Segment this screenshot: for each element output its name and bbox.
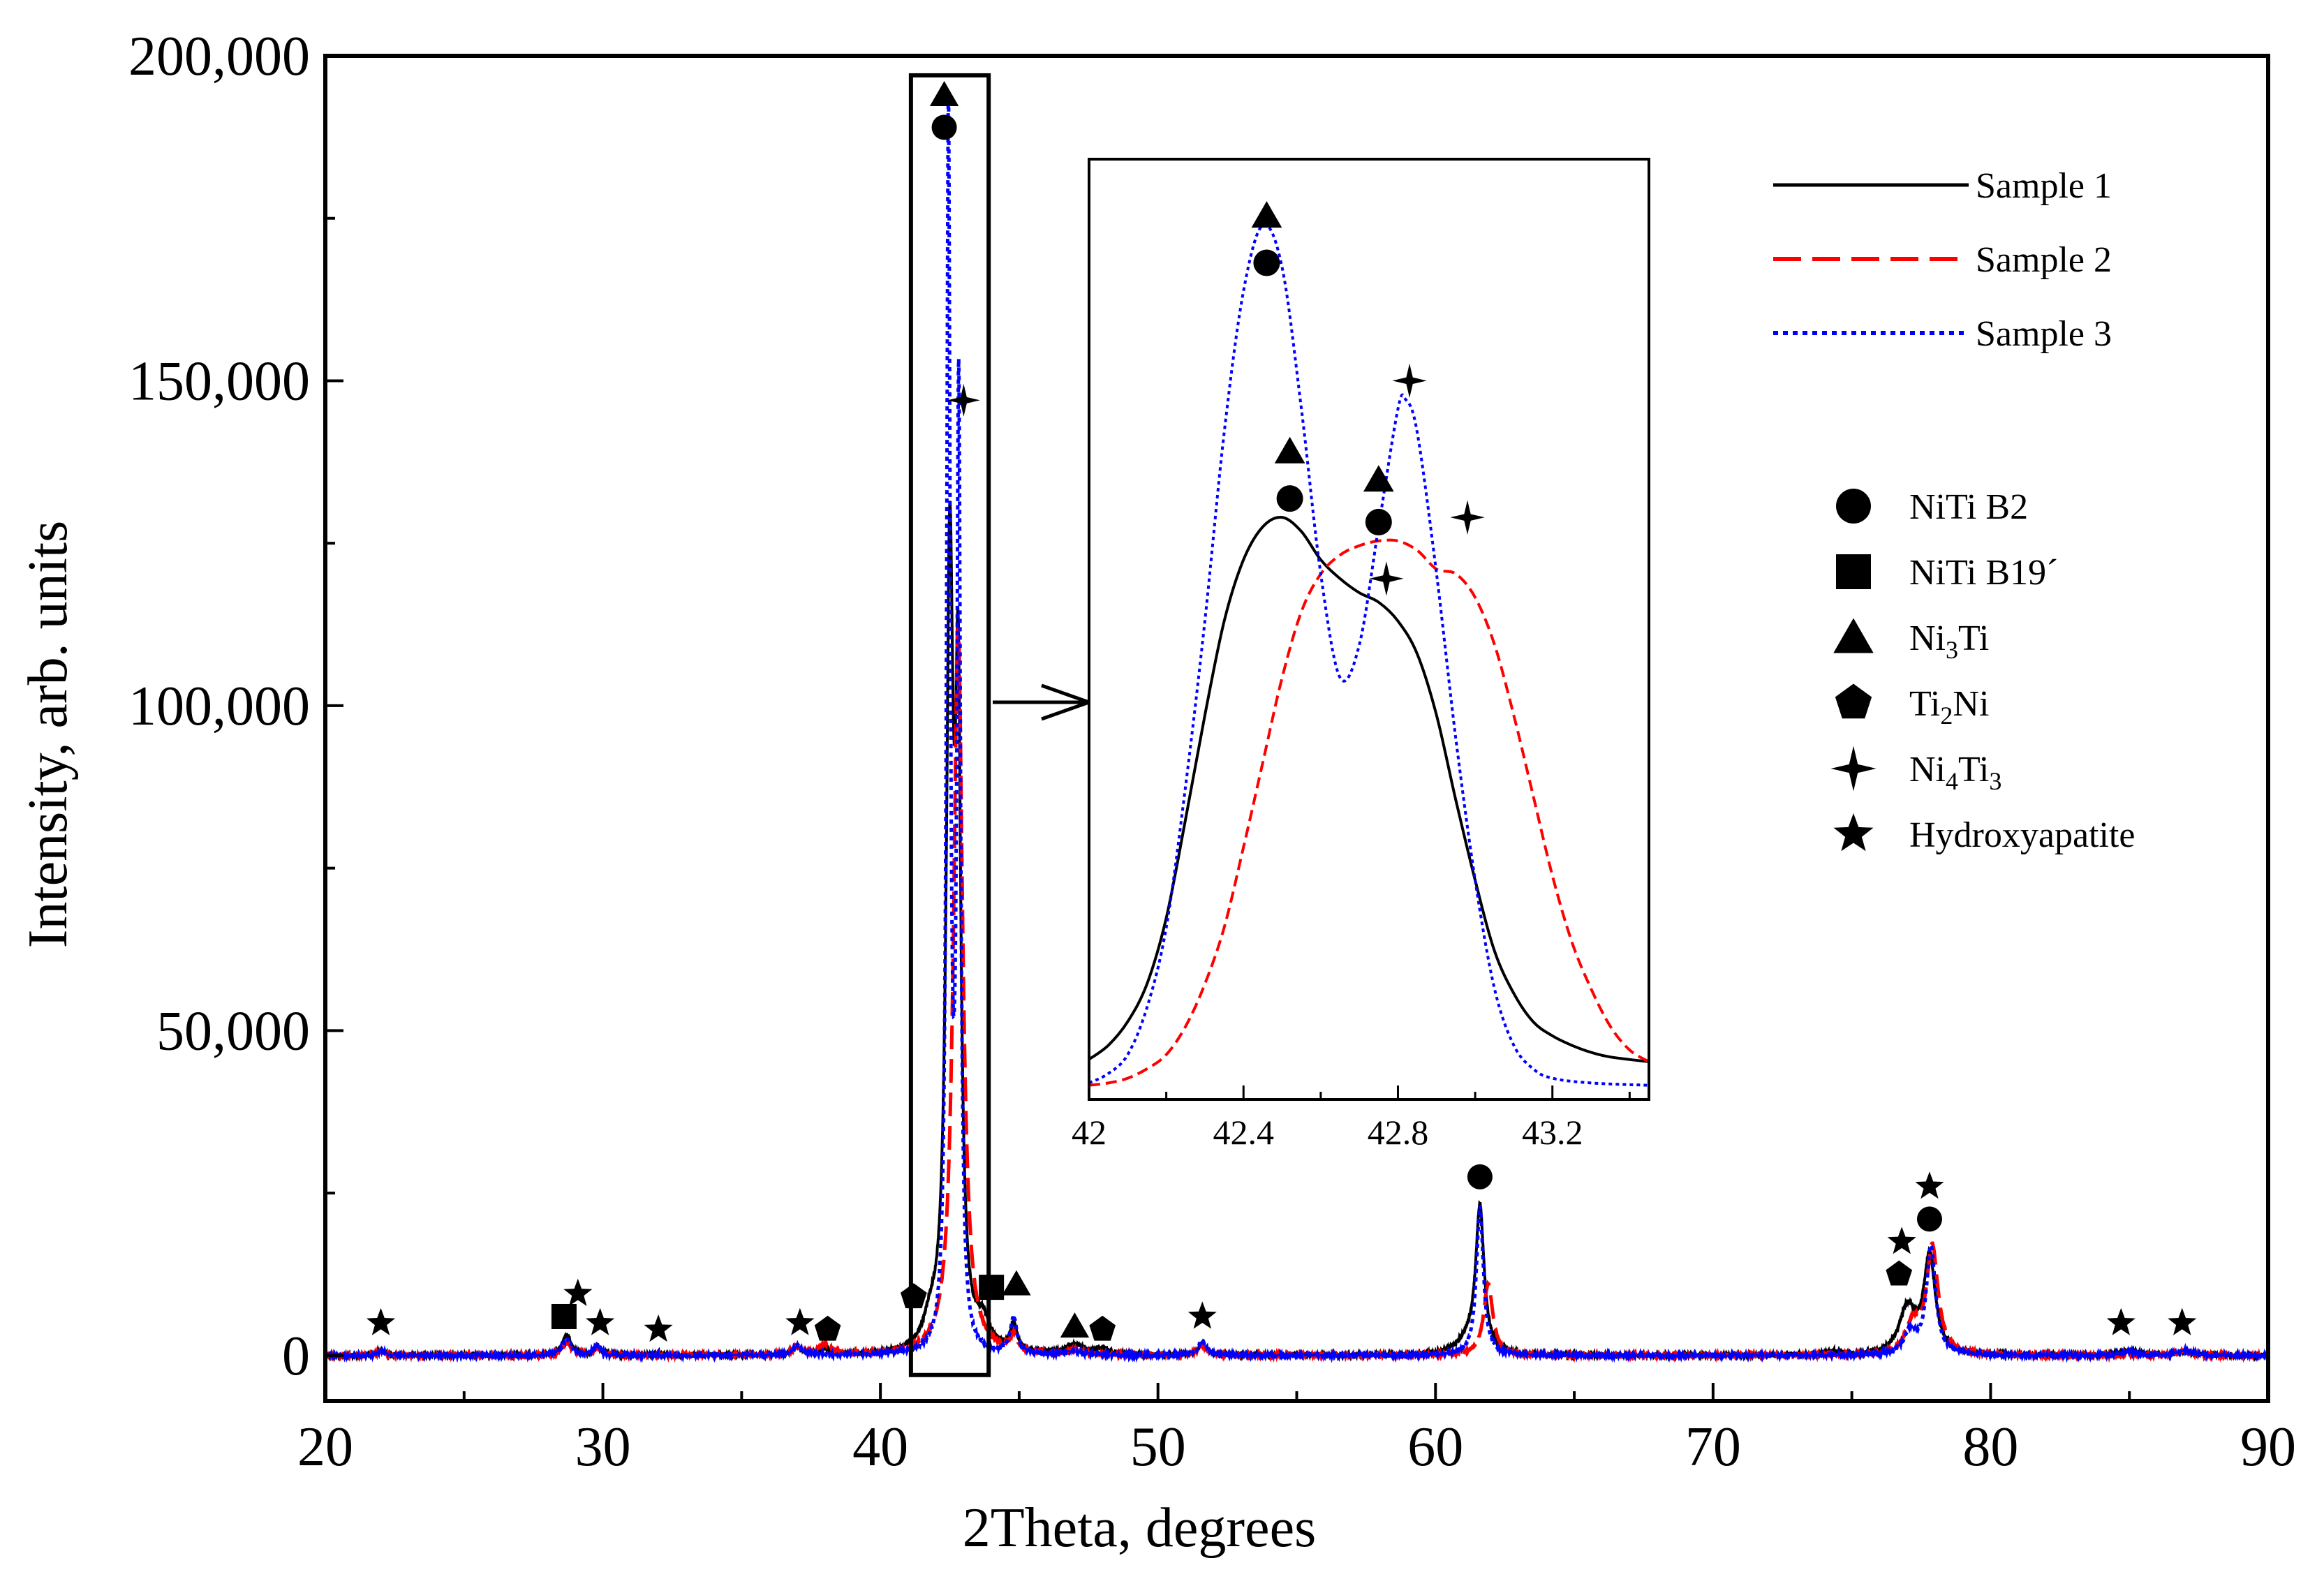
ni4ti3-marker — [1450, 500, 1485, 535]
inset-series-line-sample-1 — [1089, 515, 1649, 1063]
inset-frame — [1088, 158, 1650, 1101]
legend-label-sample-3: Sample 3 — [1976, 314, 2112, 354]
formula-part: Ti — [1958, 618, 1989, 658]
inset-x-axis: 42 42.4 42.8 43.2 — [1072, 1085, 1631, 1152]
phase-legend-label: NiTi B19´ — [1909, 553, 2058, 593]
hydroxyapatite-marker — [366, 1307, 396, 1335]
phase-legend-label: Ti2Ni — [1909, 684, 1989, 729]
series-legend: Sample 1 Sample 2 Sample 3 — [1773, 166, 2112, 354]
ni4ti3-marker — [1369, 561, 1404, 596]
x-tick-label: 80 — [1962, 1416, 2018, 1478]
niti-b19-marker — [979, 1275, 1005, 1300]
inset-background — [1089, 159, 1649, 1099]
x-tick-label: 90 — [2240, 1416, 2296, 1478]
x-axis-title: 2Theta, degrees — [963, 1497, 1316, 1559]
zoom-box — [908, 73, 991, 1377]
niti-b19-marker — [1836, 554, 1871, 589]
niti-b2-marker — [1253, 249, 1280, 276]
ni3ti-marker — [1060, 1312, 1090, 1338]
y-tick-label: 150,000 — [128, 350, 310, 412]
x-tick-label: 40 — [852, 1416, 908, 1478]
hydroxyapatite-marker — [1833, 813, 1874, 852]
hydroxyapatite-marker — [1887, 1226, 1916, 1254]
inset-x-tick-label: 42 — [1072, 1113, 1107, 1152]
ti2ni-marker — [814, 1315, 841, 1341]
niti-b2-marker — [931, 114, 957, 140]
x-tick-label: 70 — [1685, 1416, 1741, 1478]
hydroxyapatite-marker — [785, 1307, 815, 1335]
niti-b2-marker — [1836, 489, 1871, 524]
subscript: 2 — [1940, 702, 1953, 729]
niti-b2-marker — [1276, 485, 1303, 512]
inset-annotations — [1251, 201, 1485, 596]
phase-legend-label: Ni4Ti3 — [1909, 750, 2001, 795]
ti2ni-marker — [1835, 683, 1872, 719]
niti-b2-marker — [1467, 1164, 1493, 1190]
y-tick-label: 50,000 — [156, 1000, 310, 1062]
y-tick-label: 100,000 — [128, 676, 310, 737]
x-tick-label: 50 — [1130, 1416, 1186, 1478]
x-tick-label: 30 — [575, 1416, 631, 1478]
x-tick-label: 60 — [1407, 1416, 1463, 1478]
formula-part: Ti — [1958, 750, 1989, 790]
ti2ni-marker — [901, 1283, 927, 1309]
y-axis-title: Intensity, arb. units — [17, 521, 79, 949]
inset-series-group — [1089, 223, 1649, 1087]
legend-label-sample-1: Sample 1 — [1976, 166, 2112, 206]
main-series-group — [325, 91, 2268, 1363]
hydroxyapatite-marker — [644, 1314, 673, 1342]
ti2ni-marker — [1089, 1315, 1116, 1341]
ni4ti3-marker — [1392, 363, 1427, 399]
formula-part: Ni — [1953, 684, 1989, 724]
ti2ni-marker — [1886, 1260, 1913, 1286]
phase-legend-label: NiTi B2 — [1909, 487, 2028, 527]
inset-series-line-sample-3 — [1089, 223, 1649, 1087]
zoom-arrow — [993, 683, 1095, 721]
ni4ti3-marker — [1830, 746, 1877, 792]
main-x-axis: 20 30 40 50 60 70 80 90 — [297, 1383, 2296, 1478]
y-tick-label: 200,000 — [128, 26, 310, 87]
main-chart: 20 30 40 50 60 70 80 90 050,000100,000150,00020… — [17, 26, 2296, 1559]
hydroxyapatite-marker — [2168, 1307, 2197, 1335]
hydroxyapatite-marker — [1915, 1171, 1944, 1199]
subscript: 4 — [1946, 767, 1958, 795]
phase-legend-label: Ni3Ti — [1909, 618, 1989, 664]
inset-x-tick-label: 43.2 — [1522, 1113, 1583, 1152]
hydroxyapatite-marker — [1187, 1301, 1217, 1329]
subscript: 3 — [1946, 636, 1958, 664]
ni3ti-marker — [1002, 1270, 1031, 1296]
main-annotations — [366, 81, 2197, 1342]
inset-x-tick-label: 42.4 — [1213, 1113, 1274, 1152]
niti-b2-marker — [1365, 508, 1392, 535]
series-line-sample-2 — [325, 627, 2268, 1363]
hydroxyapatite-marker — [563, 1278, 593, 1306]
subscript: 3 — [1989, 767, 2001, 795]
ni4ti3-marker — [947, 383, 980, 417]
y-tick-label: 0 — [282, 1326, 310, 1387]
ni3ti-marker — [1274, 436, 1305, 464]
ni3ti-marker — [1251, 201, 1282, 228]
hydroxyapatite-marker — [2106, 1307, 2136, 1335]
ni3ti-marker — [1833, 618, 1874, 653]
x-tick-label: 20 — [297, 1416, 353, 1478]
inset-x-tick-label: 42.8 — [1368, 1113, 1429, 1152]
legend-label-sample-2: Sample 2 — [1976, 240, 2112, 280]
main-y-axis: 0 50,000 100,000 150,000 200,000 — [128, 26, 343, 1387]
niti-b19-marker — [551, 1303, 577, 1329]
series-line-sample-3 — [325, 91, 2268, 1363]
niti-b2-marker — [1916, 1206, 1942, 1232]
inset-chart: 42 42.4 42.8 43.2 — [1072, 158, 1650, 1152]
ni3ti-marker — [929, 81, 959, 107]
ni3ti-marker — [1363, 465, 1394, 492]
hydroxyapatite-marker — [586, 1307, 615, 1335]
phase-legend-label: Hydroxyapatite — [1909, 815, 2135, 855]
